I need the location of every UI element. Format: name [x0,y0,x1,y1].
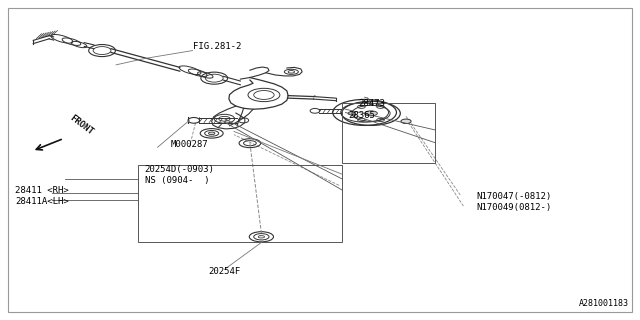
Bar [342,103,435,163]
Text: N170049(0812-): N170049(0812-) [476,203,552,212]
Text: A281001183: A281001183 [579,299,629,308]
Text: 28411A<LH>: 28411A<LH> [15,197,69,206]
Text: NS (0904-  ): NS (0904- ) [145,176,209,185]
Ellipse shape [401,119,411,124]
Ellipse shape [209,132,215,135]
Text: N170047(-0812): N170047(-0812) [476,192,552,201]
Text: 28473: 28473 [358,99,385,108]
Ellipse shape [258,236,264,238]
Text: 28411 <RH>: 28411 <RH> [15,186,69,195]
Ellipse shape [365,111,378,116]
Text: M000287: M000287 [170,140,208,149]
Text: 20254D(-0903): 20254D(-0903) [145,165,214,174]
Text: FIG.281-2: FIG.281-2 [193,42,241,51]
Text: 20254F: 20254F [209,267,241,276]
Text: FRONT: FRONT [68,114,95,137]
Text: 28365: 28365 [349,111,376,120]
Bar [138,165,342,243]
